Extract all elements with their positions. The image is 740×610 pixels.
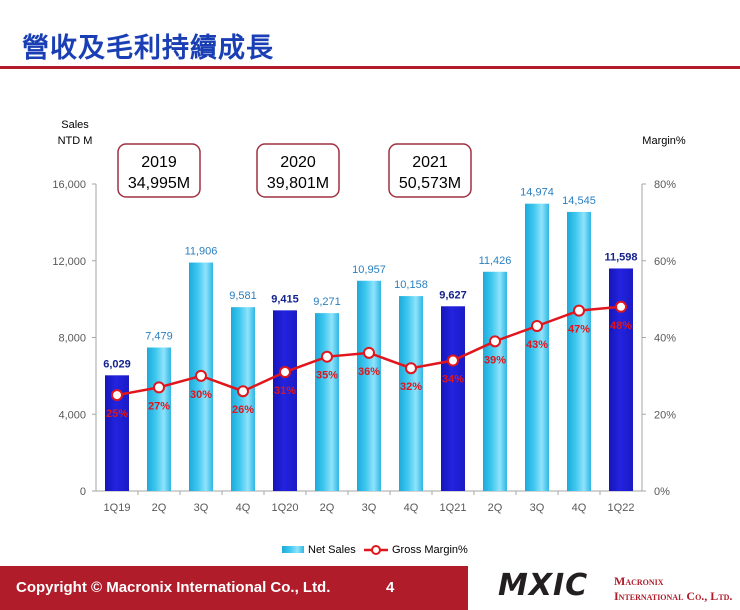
gross-margin-point <box>195 369 207 382</box>
net-sales-bar <box>273 310 297 491</box>
category-label: 2Q <box>152 502 167 514</box>
gross-margin-point <box>489 335 501 348</box>
gross-margin-point <box>573 304 585 317</box>
net-sales-bar <box>483 271 507 491</box>
category-label: 2Q <box>320 502 335 514</box>
net-sales-label: 6,029 <box>103 358 131 370</box>
legend-margin-label: Gross Margin% <box>392 544 468 556</box>
annual-box-year: 2021 <box>412 154 448 171</box>
gross-margin-label: 35% <box>316 370 338 382</box>
footer-bar: Copyright © Macronix International Co., … <box>0 566 468 610</box>
annual-box-total: 34,995M <box>128 175 190 192</box>
left-tick-label: 4,000 <box>58 409 86 421</box>
annual-box <box>388 143 472 198</box>
gross-margin-label: 31% <box>274 385 296 397</box>
category-label: 3Q <box>530 502 545 514</box>
company-line-1: Macronix <box>614 574 664 588</box>
company-name: Macronix International Co., Ltd. <box>614 574 732 604</box>
net-sales-label: 7,479 <box>145 330 173 342</box>
sales-margin-chart: 0 4,000 8,000 12,000 16,000 0% 20% 40% 60% 80% Sal… <box>52 119 686 556</box>
left-tick-label: 12,000 <box>52 256 86 268</box>
net-sales-bar <box>567 211 591 491</box>
left-tick-label: 8,000 <box>58 333 86 345</box>
annual-box-year: 2020 <box>280 154 316 171</box>
right-tick-label: 20% <box>654 409 676 421</box>
net-sales-label: 11,426 <box>479 255 512 267</box>
net-sales-label: 11,906 <box>185 246 218 258</box>
gross-margin-point <box>363 346 375 359</box>
gross-margin-label: 48% <box>610 320 632 332</box>
left-axis-title-line2: NTD M <box>58 135 93 147</box>
net-sales-bar <box>525 203 549 491</box>
gross-margin-label: 27% <box>148 400 170 412</box>
category-label: 1Q19 <box>104 502 131 514</box>
gross-margin-point <box>237 385 249 398</box>
net-sales-label: 14,545 <box>562 195 596 207</box>
category-label: 3Q <box>194 502 209 514</box>
legend-net-sales-swatch <box>282 546 304 553</box>
gross-margin-label: 34% <box>442 374 464 386</box>
annual-box-year: 2019 <box>141 154 177 171</box>
copyright-text: Copyright © Macronix International Co., … <box>16 579 331 596</box>
left-tick-label: 16,000 <box>52 179 86 191</box>
category-label: 4Q <box>572 502 587 514</box>
footer: Copyright © Macronix International Co., … <box>0 566 740 610</box>
title-rule <box>0 66 740 69</box>
gross-margin-point <box>279 366 291 379</box>
company-line-2: International Co., Ltd. <box>614 589 733 603</box>
net-sales-label: 11,598 <box>604 251 637 263</box>
right-tick-label: 80% <box>654 179 676 191</box>
gross-margin-label: 39% <box>484 354 506 366</box>
right-tick-label: 60% <box>654 256 676 268</box>
net-sales-label: 10,158 <box>394 279 428 291</box>
net-sales-label: 9,627 <box>439 289 467 301</box>
net-sales-bar <box>441 306 465 491</box>
gross-margin-point <box>405 362 417 375</box>
category-label: 1Q22 <box>608 502 635 514</box>
left-tick-label: 0 <box>80 486 86 498</box>
net-sales-bar <box>315 313 339 491</box>
net-sales-bar <box>357 280 381 491</box>
right-tick-label: 0% <box>654 486 670 498</box>
net-sales-bar <box>231 307 255 491</box>
gross-margin-label: 30% <box>190 389 212 401</box>
page-number: 4 <box>386 579 395 596</box>
left-axis-title-line1: Sales <box>61 119 89 131</box>
mxic-logo: MXIC <box>498 568 589 603</box>
category-label: 4Q <box>236 502 251 514</box>
category-label: 4Q <box>404 502 419 514</box>
gross-margin-point <box>111 389 123 402</box>
gross-margin-label: 26% <box>232 404 254 416</box>
legend-net-sales-label: Net Sales <box>308 544 356 556</box>
gross-margin-point <box>153 381 165 394</box>
legend-margin-marker <box>371 545 381 555</box>
category-label: 1Q21 <box>440 502 467 514</box>
annual-box-total: 50,573M <box>399 175 461 192</box>
net-sales-bar <box>147 347 171 491</box>
category-label: 2Q <box>488 502 503 514</box>
right-axis-title: Margin% <box>642 135 686 147</box>
net-sales-label: 10,957 <box>352 264 386 276</box>
gross-margin-label: 47% <box>568 324 590 336</box>
slide-title: 營收及毛利持續成長 <box>22 33 274 64</box>
category-label: 1Q20 <box>272 502 299 514</box>
gross-margin-point <box>531 319 543 332</box>
annual-box-total: 39,801M <box>267 175 329 192</box>
gross-margin-label: 25% <box>106 408 128 420</box>
gross-margin-point <box>321 350 333 363</box>
net-sales-label: 9,271 <box>313 296 341 308</box>
net-sales-bar <box>399 296 423 491</box>
net-sales-label: 14,974 <box>520 187 554 199</box>
annual-box <box>117 143 201 198</box>
category-label: 3Q <box>362 502 377 514</box>
gross-margin-label: 43% <box>526 339 548 351</box>
gross-margin-point <box>615 300 627 313</box>
right-tick-label: 40% <box>654 333 676 345</box>
net-sales-label: 9,581 <box>229 290 257 302</box>
gross-margin-label: 32% <box>400 381 422 393</box>
net-sales-label: 9,415 <box>271 293 299 305</box>
gross-margin-point <box>447 354 459 367</box>
gross-margin-label: 36% <box>358 366 380 378</box>
annual-box <box>256 143 340 198</box>
